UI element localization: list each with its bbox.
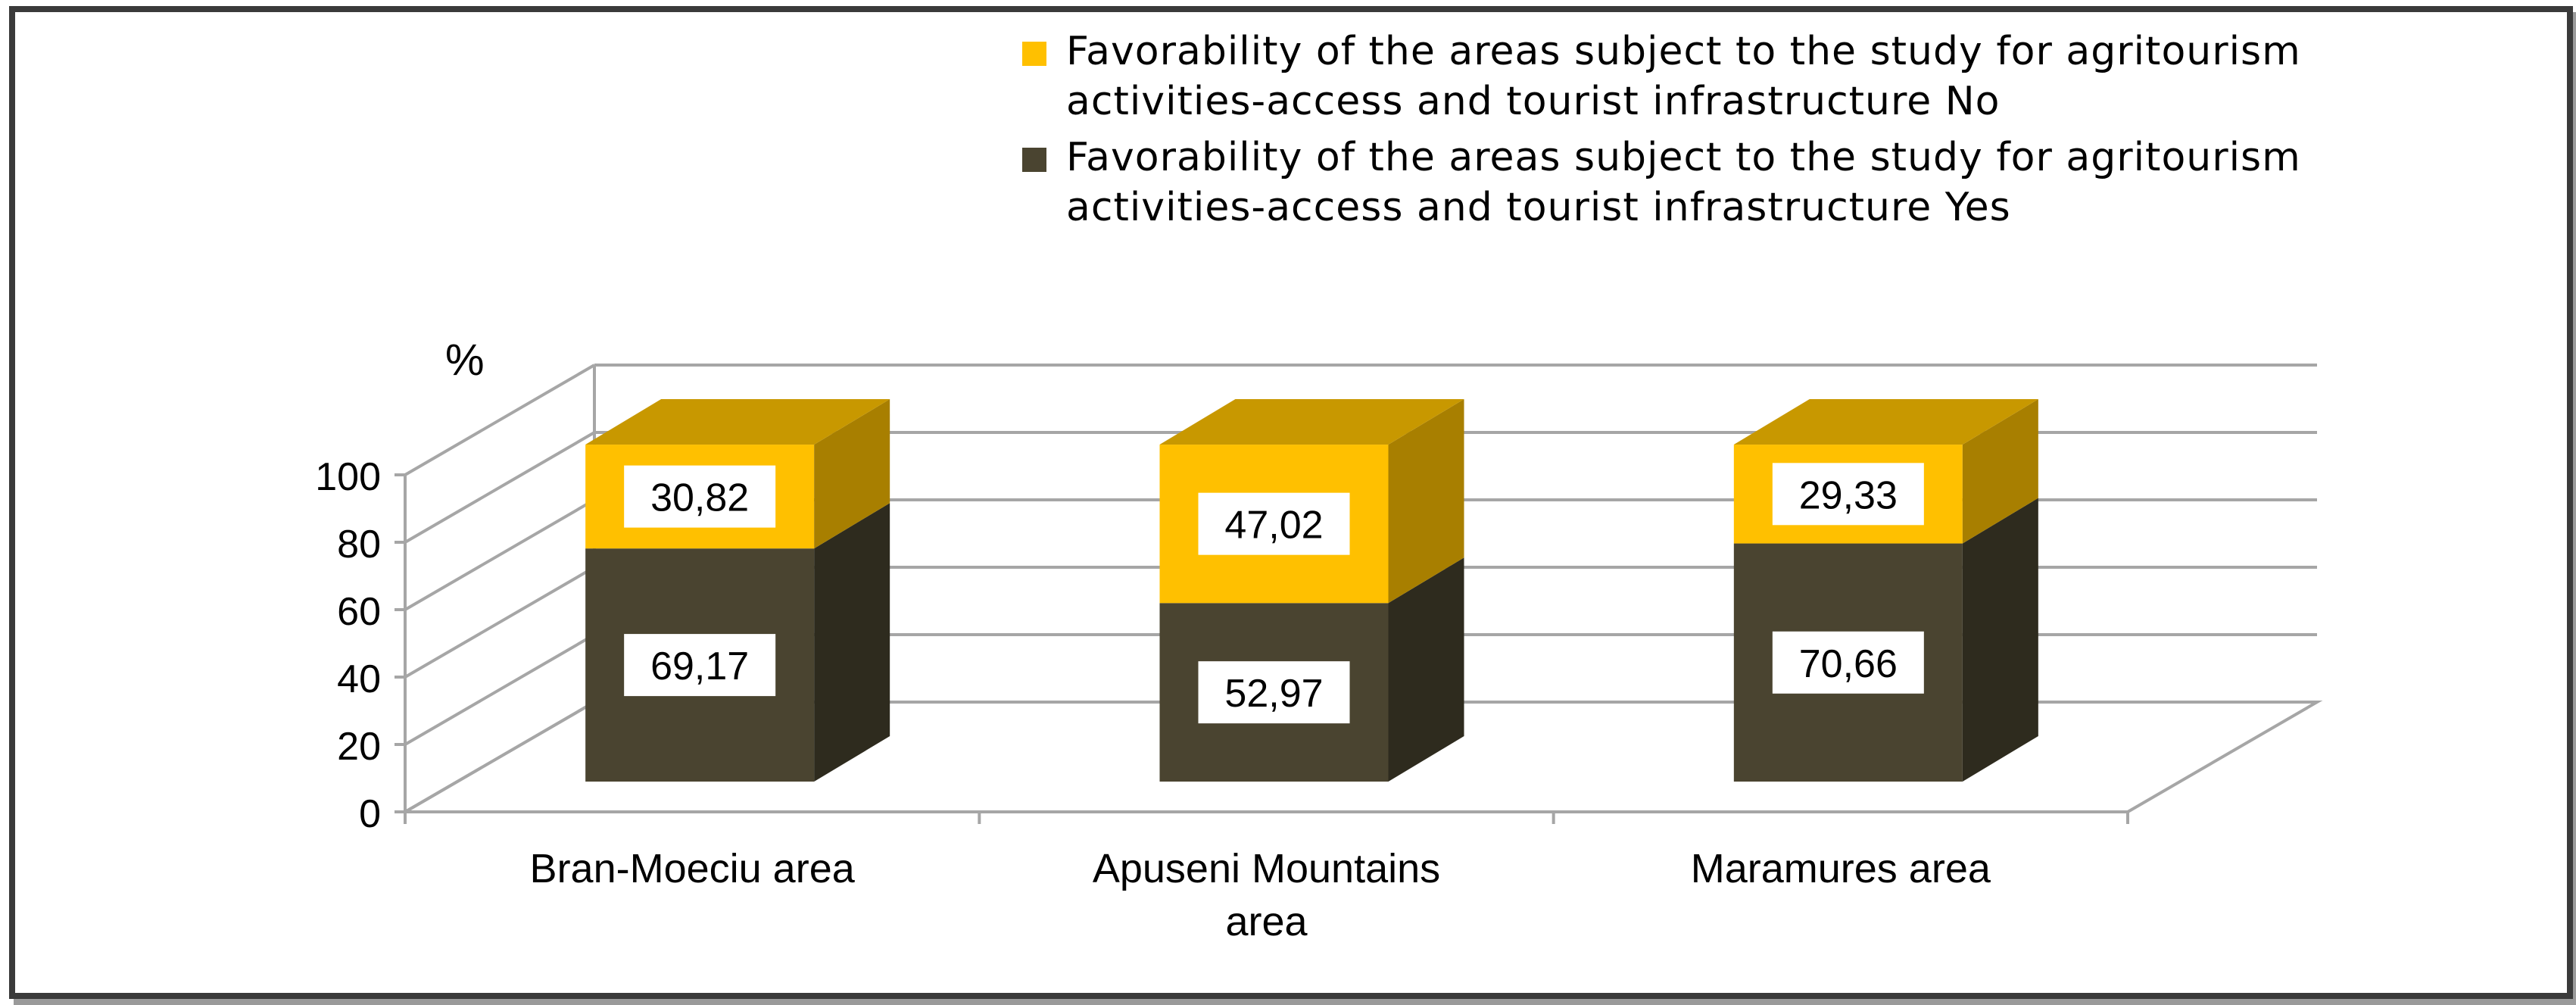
side-gridline — [404, 498, 596, 611]
x-category-label: Bran-Moeciu area — [530, 846, 856, 891]
data-label: 29,33 — [1799, 473, 1898, 517]
side-gridline — [404, 364, 596, 476]
y-axis-label: % — [445, 336, 485, 385]
data-label: 52,97 — [1224, 672, 1323, 716]
x-category-label: Apuseni Mountains — [1093, 846, 1440, 891]
bar-side-face — [1388, 557, 1464, 782]
legend-swatch — [1022, 148, 1046, 172]
legend-swatch — [1022, 42, 1046, 66]
legend-layer: Favorability of the areas subject to the… — [1022, 29, 2301, 230]
legend-label: activities-access and tourist infrastruc… — [1066, 185, 2011, 230]
bar-side-face — [1962, 399, 2038, 544]
axis-layer: 0 20 40 60 80 100 Bran-Moeciu area Apuseni Moun… — [315, 455, 2129, 944]
side-gridline — [404, 431, 596, 544]
data-label-box — [624, 634, 776, 697]
y-tick-label: 80 — [337, 523, 381, 566]
bars-layer: 69,17 30,82 52,97 47,02 70,66 29,33 — [585, 399, 2038, 782]
data-label: 69,17 — [650, 645, 749, 688]
bar-side-face — [1388, 399, 1464, 604]
x-category-label: Maramures area — [1691, 846, 1991, 891]
y-tick-label: 0 — [359, 792, 381, 836]
data-label: 70,66 — [1799, 642, 1898, 686]
legend-label: Favorability of the areas subject to the… — [1066, 29, 2301, 74]
data-label-box — [1198, 492, 1350, 555]
data-label: 30,82 — [650, 476, 749, 520]
y-tick-label: 60 — [337, 590, 381, 634]
data-label: 47,02 — [1224, 504, 1323, 548]
y-tick-label: 20 — [337, 725, 381, 769]
bar-top-face — [585, 399, 890, 445]
y-tick-label: 100 — [315, 455, 381, 499]
data-label-box — [1772, 631, 1924, 694]
bar-side-face — [814, 399, 890, 549]
data-label-box — [1772, 463, 1924, 526]
data-label-box — [624, 465, 776, 528]
x-category-label: area — [1225, 899, 1308, 944]
side-gridline — [404, 566, 596, 679]
bar-top-face — [1159, 399, 1464, 445]
bar-side-face — [814, 503, 890, 782]
data-label-box — [1198, 661, 1350, 724]
bar-top-face — [1733, 399, 2038, 445]
y-tick-label: 40 — [337, 657, 381, 701]
side-gridline — [404, 633, 596, 746]
bar-side-face — [1962, 498, 2038, 782]
legend-label: activities-access and tourist infrastruc… — [1066, 79, 2000, 124]
legend-label: Favorability of the areas subject to the… — [1066, 135, 2301, 180]
